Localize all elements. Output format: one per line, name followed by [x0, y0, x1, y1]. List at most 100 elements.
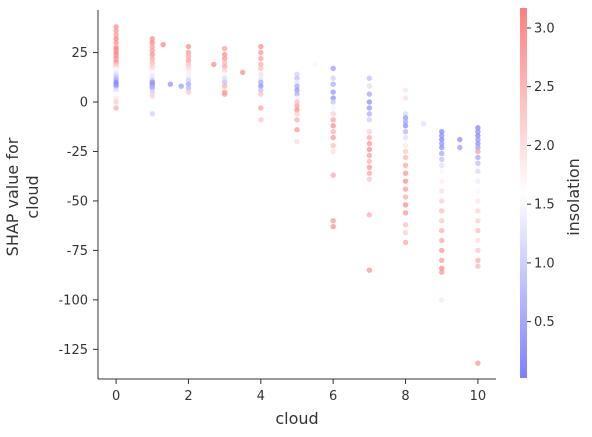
data-point: [439, 140, 445, 147]
y-axis-title-line: SHAP value for: [3, 137, 22, 256]
data-point: [439, 297, 445, 303]
x-tick-label: 6: [329, 389, 337, 404]
data-point: [402, 186, 409, 192]
data-point: [439, 198, 445, 204]
data-point: [439, 144, 445, 151]
y-axis-title: SHAP value forcloud: [3, 137, 42, 256]
data-point: [185, 85, 192, 91]
data-point: [240, 69, 246, 76]
data-point: [439, 136, 445, 143]
data-point: [366, 99, 373, 105]
data-point: [113, 35, 119, 42]
data-point: [439, 218, 445, 224]
colorbar-title: insolation: [564, 158, 583, 236]
data-point: [113, 105, 119, 111]
data-point: [475, 148, 481, 155]
data-point: [113, 28, 119, 34]
data-point: [330, 172, 336, 178]
data-point: [402, 134, 409, 141]
data-point: [439, 269, 445, 275]
data-point: [330, 89, 336, 95]
colorbar-gradient: [520, 8, 527, 378]
data-point: [258, 49, 264, 56]
data-point: [178, 83, 184, 89]
data-point: [475, 263, 481, 269]
data-point: [366, 164, 373, 170]
data-point: [258, 79, 264, 85]
data-point: [185, 77, 192, 83]
y-tick-label: -50: [67, 194, 88, 209]
data-point: [402, 119, 409, 125]
data-point: [185, 65, 192, 72]
data-point: [402, 111, 409, 117]
axes: [97, 10, 496, 380]
data-point: [439, 156, 445, 163]
data-point: [402, 170, 409, 176]
data-point: [221, 83, 228, 89]
y-axis-title-line: cloud: [23, 175, 42, 218]
data-point: [258, 83, 264, 89]
x-ticks: 0 2 4 6 8 10: [112, 379, 486, 404]
data-point: [258, 105, 264, 111]
data-point: [366, 158, 373, 165]
data-point: [475, 168, 481, 174]
y-tick-label: -125: [58, 343, 88, 358]
data-point: [185, 53, 192, 60]
data-point: [149, 35, 155, 42]
data-point: [475, 178, 481, 184]
colorbar-tick-label: 2.5: [534, 80, 555, 95]
data-point: [149, 89, 155, 95]
data-point: [366, 146, 373, 153]
data-point: [221, 59, 228, 66]
data-point: [457, 136, 463, 143]
data-point: [149, 43, 155, 50]
colorbar-tick-label: 1.0: [534, 256, 555, 271]
data-point: [439, 132, 445, 139]
data-point: [402, 162, 409, 169]
x-tick-label: 4: [257, 389, 265, 404]
data-point: [366, 105, 373, 111]
data-point: [113, 83, 119, 89]
data-point: [402, 178, 409, 184]
data-point: [330, 123, 336, 129]
data-point: [330, 111, 336, 117]
data-point: [258, 87, 264, 93]
data-point: [221, 45, 228, 52]
data-point: [402, 210, 409, 216]
data-point: [221, 63, 228, 70]
data-point: [475, 257, 481, 263]
y-tick-label: 25: [71, 46, 88, 61]
data-point: [402, 194, 409, 200]
data-point: [294, 138, 300, 145]
data-point: [160, 41, 166, 48]
data-point: [113, 24, 119, 30]
data-point: [294, 107, 300, 113]
data-point: [439, 265, 445, 271]
data-point: [366, 170, 373, 176]
data-point: [475, 237, 481, 244]
data-point: [475, 198, 481, 204]
data-point: [294, 79, 300, 85]
colorbar-ticks: 0.5 1.0 1.5 2.0 2.5 3.0: [527, 21, 555, 330]
colorbar-tick-label: 0.5: [534, 315, 555, 330]
data-point: [439, 237, 445, 244]
x-tick-label: 2: [184, 389, 192, 404]
y-ticks: 25 0 -25 -50 -75 -100 -125: [58, 46, 98, 358]
y-tick-label: -75: [67, 244, 88, 259]
data-point: [475, 208, 481, 214]
data-point: [402, 148, 409, 155]
data-point: [185, 89, 192, 95]
data-point: [439, 150, 445, 157]
data-point: [475, 160, 481, 167]
data-point: [366, 212, 373, 218]
data-point: [330, 105, 336, 111]
data-point: [185, 49, 192, 56]
data-point: [294, 91, 300, 97]
data-point: [294, 71, 300, 78]
colorbar: 0.5 1.0 1.5 2.0 2.5 3.0 insolation: [520, 8, 583, 378]
x-tick-label: 10: [470, 389, 487, 404]
data-point: [439, 188, 445, 194]
data-point: [113, 39, 119, 46]
data-point: [294, 87, 300, 93]
